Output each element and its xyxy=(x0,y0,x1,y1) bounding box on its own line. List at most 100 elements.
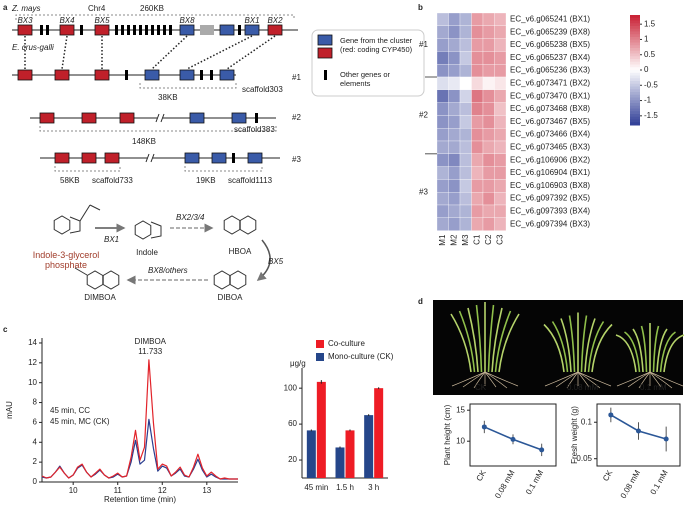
heat-cell xyxy=(494,153,507,167)
x-tick-label: 0.08 mM xyxy=(493,468,517,500)
row-label: EC_v6.g065241 (BX1) xyxy=(510,15,590,24)
plant-root xyxy=(616,371,651,387)
plant-leaf xyxy=(551,321,569,373)
heat-cell xyxy=(436,76,449,90)
heat-cell xyxy=(482,217,495,231)
legend-label: 45 min, MC (CK) xyxy=(50,417,110,426)
heat-cell xyxy=(459,64,472,78)
heat-cell xyxy=(494,51,507,65)
heat-cell xyxy=(436,128,449,142)
plant-leaf xyxy=(632,328,644,373)
gene xyxy=(317,34,333,46)
heat-cell xyxy=(436,12,449,26)
x-tick-label: CK xyxy=(601,468,615,483)
span-bracket xyxy=(15,14,295,20)
line xyxy=(160,113,165,123)
element xyxy=(145,25,148,35)
heat-cell xyxy=(482,89,495,103)
heat-cell xyxy=(448,217,461,231)
line xyxy=(89,204,101,211)
row-label: EC_v6.g106904 (BX1) xyxy=(510,168,590,177)
gene xyxy=(94,24,110,36)
heat-cell xyxy=(448,115,461,129)
gene xyxy=(104,152,120,164)
heat-cell xyxy=(494,64,507,78)
gene xyxy=(179,24,195,36)
heat-cell xyxy=(448,140,461,154)
heat-cell xyxy=(448,51,461,65)
plant-root xyxy=(484,371,519,387)
line xyxy=(74,267,88,276)
heat-cell xyxy=(448,204,461,218)
heat-cell xyxy=(471,12,484,26)
row-label: EC_v6.g065236 (BX3) xyxy=(510,66,590,75)
x-tick-label: 13 xyxy=(202,486,211,495)
colorbar-step xyxy=(630,72,640,76)
heat-cell xyxy=(459,12,472,26)
heat-cell xyxy=(494,192,507,206)
line xyxy=(61,35,68,70)
span-bracket xyxy=(54,166,121,172)
element xyxy=(46,25,49,35)
element xyxy=(255,113,258,123)
plant-leaf xyxy=(663,334,685,373)
row-label: EC_v6.g065237 (BX4) xyxy=(510,53,590,62)
y-tick-label: 12 xyxy=(28,358,37,367)
colorbar-step xyxy=(630,67,640,71)
colorbar-step xyxy=(630,89,640,93)
panel-letter: a xyxy=(3,3,8,12)
row-label: EC_v6.g065238 (BX5) xyxy=(510,40,590,49)
heat-cell xyxy=(494,12,507,26)
element xyxy=(232,153,235,163)
colorbar-step xyxy=(630,119,640,123)
point xyxy=(481,424,487,430)
label: #2 xyxy=(292,113,301,122)
colorbar-label: 1.5 xyxy=(644,19,656,28)
line xyxy=(145,153,150,163)
colorbar-step xyxy=(630,92,640,96)
colorbar-step xyxy=(630,81,640,85)
y-tick-label: 4 xyxy=(33,437,38,446)
line xyxy=(150,153,155,163)
colorbar-step xyxy=(630,15,640,19)
gene xyxy=(59,24,75,36)
heat-cell xyxy=(436,115,449,129)
x-tick-label: 12 xyxy=(158,486,167,495)
panel-letter: d xyxy=(418,297,423,306)
row-label: EC_v6.g073471 (BX2) xyxy=(510,79,590,88)
plant-root xyxy=(544,371,579,387)
element xyxy=(125,70,128,80)
label: DIBOA xyxy=(218,293,244,302)
heat-cell xyxy=(471,115,484,129)
heat-cell xyxy=(482,51,495,65)
gene xyxy=(119,112,135,124)
gene xyxy=(317,47,333,59)
heat-cell xyxy=(482,140,495,154)
heat-cell xyxy=(482,76,495,90)
element xyxy=(169,25,172,35)
x-tick-label: 10 xyxy=(69,486,78,495)
colorbar-step xyxy=(630,122,640,126)
heat-cell xyxy=(482,102,495,116)
gene xyxy=(247,152,263,164)
heat-cell xyxy=(494,25,507,39)
heat-cell xyxy=(436,204,449,218)
label: Z. mays xyxy=(11,4,40,13)
span-bracket xyxy=(184,166,263,172)
bar xyxy=(374,388,384,478)
heat-cell xyxy=(436,25,449,39)
colorbar-step xyxy=(630,114,640,118)
ring xyxy=(86,270,104,290)
colorbar-step xyxy=(630,70,640,74)
colorbar-label: 1 xyxy=(644,35,649,44)
gene xyxy=(81,112,97,124)
colorbar-step xyxy=(630,94,640,98)
row-label: EC_v6.g073470 (BX1) xyxy=(510,91,590,100)
heat-cell xyxy=(459,51,472,65)
y-tick-label: 0 xyxy=(33,477,38,486)
ring xyxy=(150,221,162,239)
colorbar-step xyxy=(630,53,640,57)
element xyxy=(40,25,43,35)
x-tick-label: CK xyxy=(475,468,489,483)
x-tick-label: 0.1 mM xyxy=(524,468,545,496)
